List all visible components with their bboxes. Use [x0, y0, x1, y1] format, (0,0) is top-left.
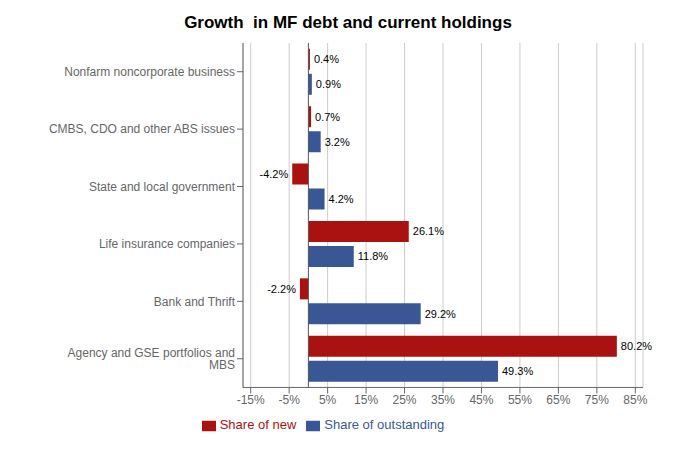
svg-text:80.2%: 80.2%: [621, 340, 652, 352]
svg-text:49.3%: 49.3%: [502, 365, 533, 377]
svg-text:Bank and Thrift: Bank and Thrift: [154, 295, 236, 309]
html-text:Share of new: Share of new: [219, 417, 297, 433]
svg-text:75%: 75%: [585, 393, 609, 407]
svg-text:0.9%: 0.9%: [316, 78, 341, 90]
svg-text:4.2%: 4.2%: [329, 193, 354, 205]
svg-text:25%: 25%: [393, 393, 417, 407]
svg-text:55%: 55%: [508, 393, 532, 407]
svg-text:-4.2%: -4.2%: [259, 168, 288, 180]
svg-text:3.2%: 3.2%: [325, 136, 350, 148]
html-text:Growth in MF debt and current: Growth in MF debt and current holdings: [184, 13, 512, 32]
svg-text:29.2%: 29.2%: [425, 308, 456, 320]
svg-text:85%: 85%: [623, 393, 647, 407]
svg-text:Nonfarm noncorporate business: Nonfarm noncorporate business: [64, 65, 235, 79]
svg-text:-2.2%: -2.2%: [267, 283, 296, 295]
svg-text:15%: 15%: [354, 393, 378, 407]
svg-text:35%: 35%: [431, 393, 455, 407]
svg-text:-5%: -5%: [278, 393, 300, 407]
svg-text:Agency and GSE portfolios andM: Agency and GSE portfolios andMBS: [68, 346, 235, 372]
svg-text:11.8%: 11.8%: [358, 250, 389, 262]
html-text:Share of outstanding: Share of outstanding: [324, 417, 445, 433]
svg-text:5%: 5%: [319, 393, 337, 407]
svg-text:26.1%: 26.1%: [413, 225, 444, 237]
svg-text:65%: 65%: [546, 393, 570, 407]
svg-text:45%: 45%: [469, 393, 493, 407]
svg-text:CMBS, CDO and other ABS issues: CMBS, CDO and other ABS issues: [49, 122, 235, 136]
svg-text:-15%: -15%: [237, 393, 265, 407]
svg-text:0.4%: 0.4%: [314, 53, 339, 65]
svg-text:Life insurance companies: Life insurance companies: [99, 237, 235, 251]
svg-text:0.7%: 0.7%: [315, 111, 340, 123]
svg-text:State and local government: State and local government: [89, 180, 236, 194]
